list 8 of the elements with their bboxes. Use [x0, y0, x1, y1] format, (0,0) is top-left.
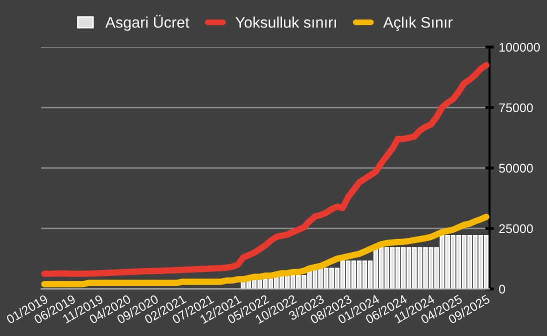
legend-label: Açlık Sınır — [383, 16, 453, 31]
y-tick-label: 50000 — [499, 164, 533, 173]
y-tick-label: 25000 — [499, 224, 533, 234]
y-tick-label: 100000 — [500, 42, 540, 52]
y-tick-label: 75000 — [499, 103, 533, 112]
legend-label: Asgari Ücret — [105, 14, 190, 31]
legend-label: Yoksulluk sınırı — [236, 16, 336, 28]
y-tick-label: 0 — [499, 284, 506, 294]
